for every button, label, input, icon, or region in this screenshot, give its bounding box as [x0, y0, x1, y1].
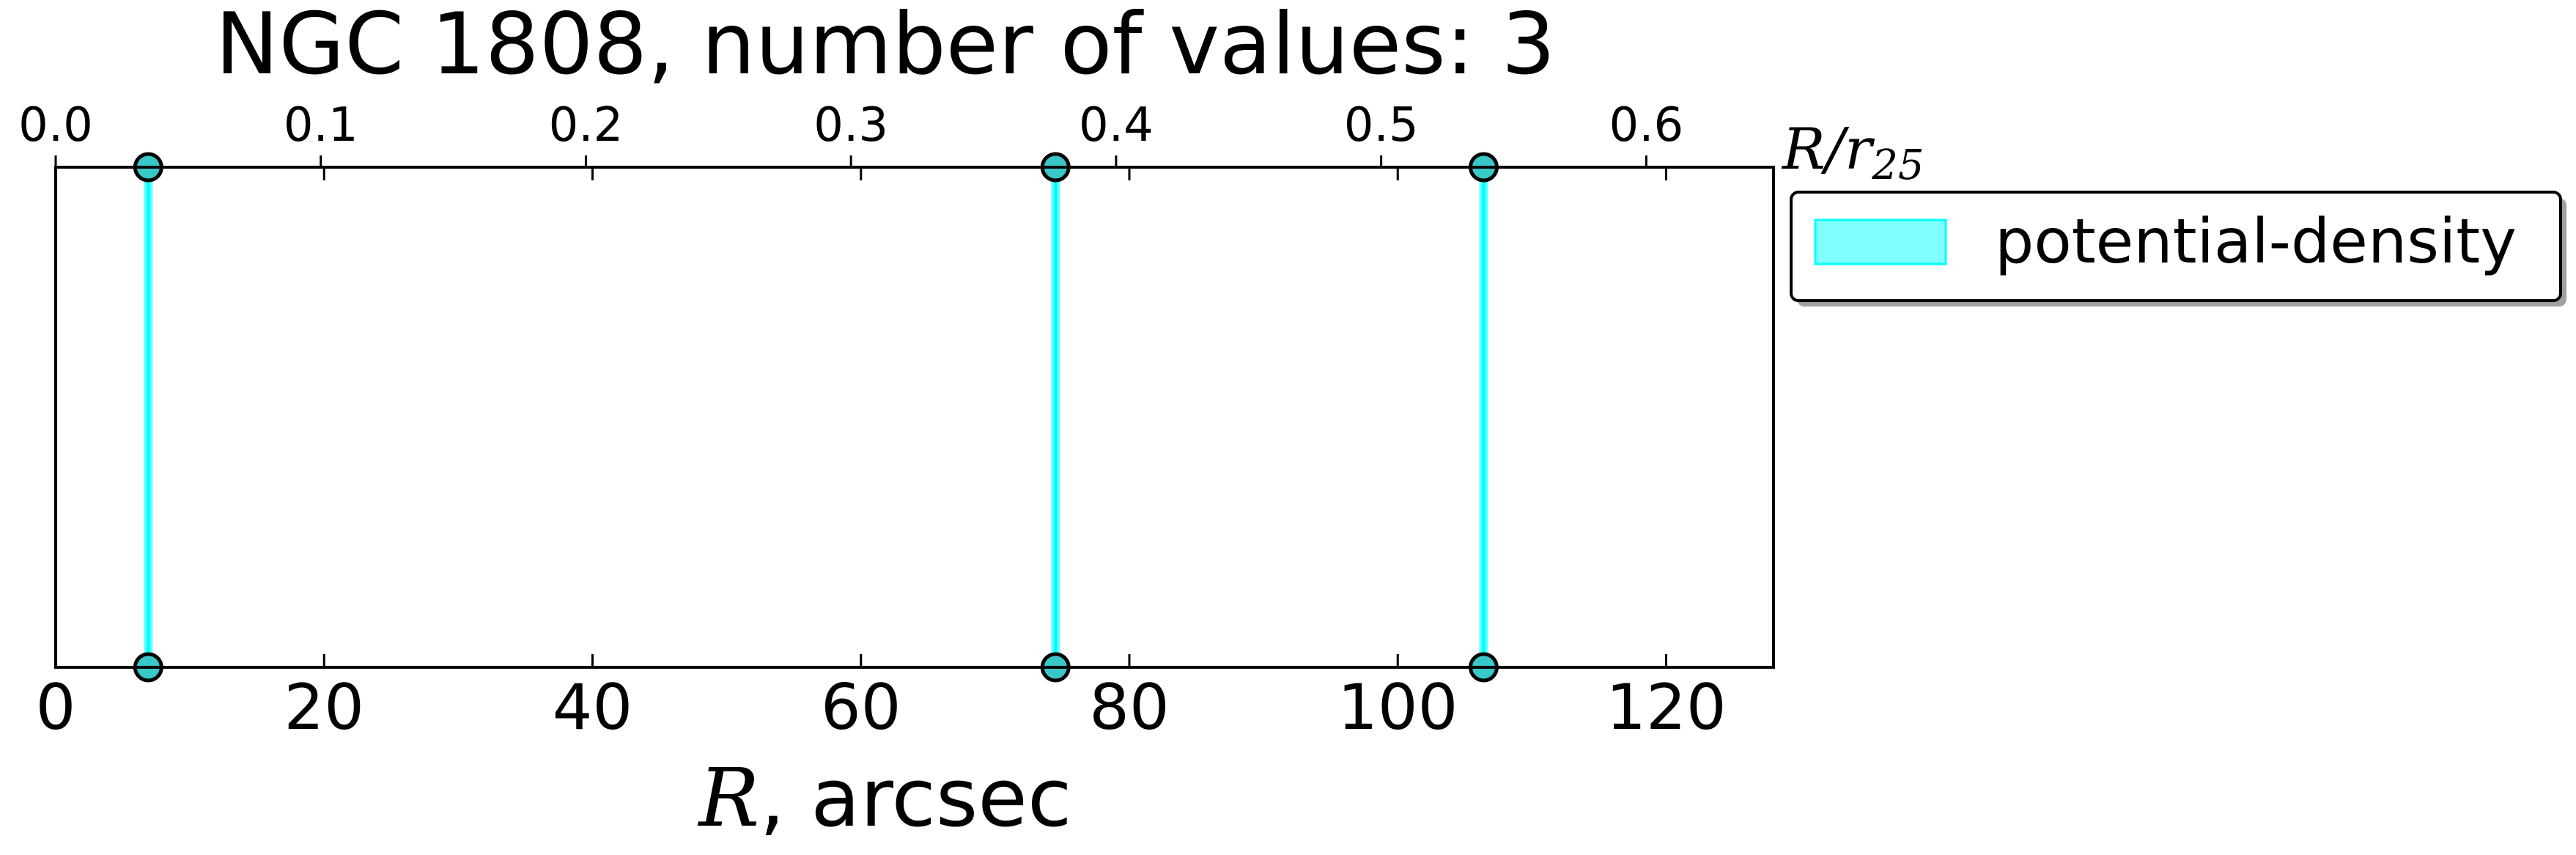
x-axis-label-symbol: R: [698, 751, 760, 845]
x-axis-label-text: , arcsec: [759, 751, 1071, 845]
chart-title: NGC 1808, number of values: 3: [215, 0, 1556, 94]
top-axis-label-subscript: 25: [1871, 142, 1924, 189]
bottom-tick-label: 0: [36, 671, 76, 744]
x-axis-label: R, arcsec: [698, 751, 1072, 845]
top-tick-label: 0.2: [549, 98, 624, 153]
top-axis-label: R/r25: [1781, 117, 1924, 189]
top-axis-label-main: R/r: [1781, 117, 1875, 183]
bottom-axis-tick-labels: 0 20 40 60 80 100 120: [36, 671, 1727, 744]
bottom-tick-label: 100: [1337, 671, 1458, 744]
top-tick-label: 0.6: [1609, 98, 1683, 153]
axis-ticks: [54, 155, 1667, 667]
legend: potential-density: [1790, 191, 2566, 307]
top-tick-label: 0.3: [813, 98, 888, 153]
top-tick-label: 0.0: [18, 98, 93, 153]
plot-series: [133, 152, 1499, 683]
bottom-tick-label: 120: [1606, 671, 1726, 744]
top-tick-label: 0.4: [1079, 98, 1154, 153]
legend-label: potential-density: [1995, 205, 2517, 277]
legend-box: [1790, 191, 2562, 302]
bottom-tick-label: 40: [553, 671, 632, 744]
bottom-tick-label: 80: [1089, 671, 1169, 744]
bottom-tick-label: 60: [821, 671, 901, 744]
top-tick-label: 0.1: [284, 98, 358, 153]
legend-swatch: [1814, 219, 1947, 265]
top-axis-tick-labels: 0.0 0.1 0.2 0.3 0.4 0.5 0.6: [18, 98, 1683, 153]
top-tick-label: 0.5: [1344, 98, 1419, 153]
bottom-tick-label: 20: [284, 671, 364, 744]
plot-frame: [54, 166, 1775, 669]
